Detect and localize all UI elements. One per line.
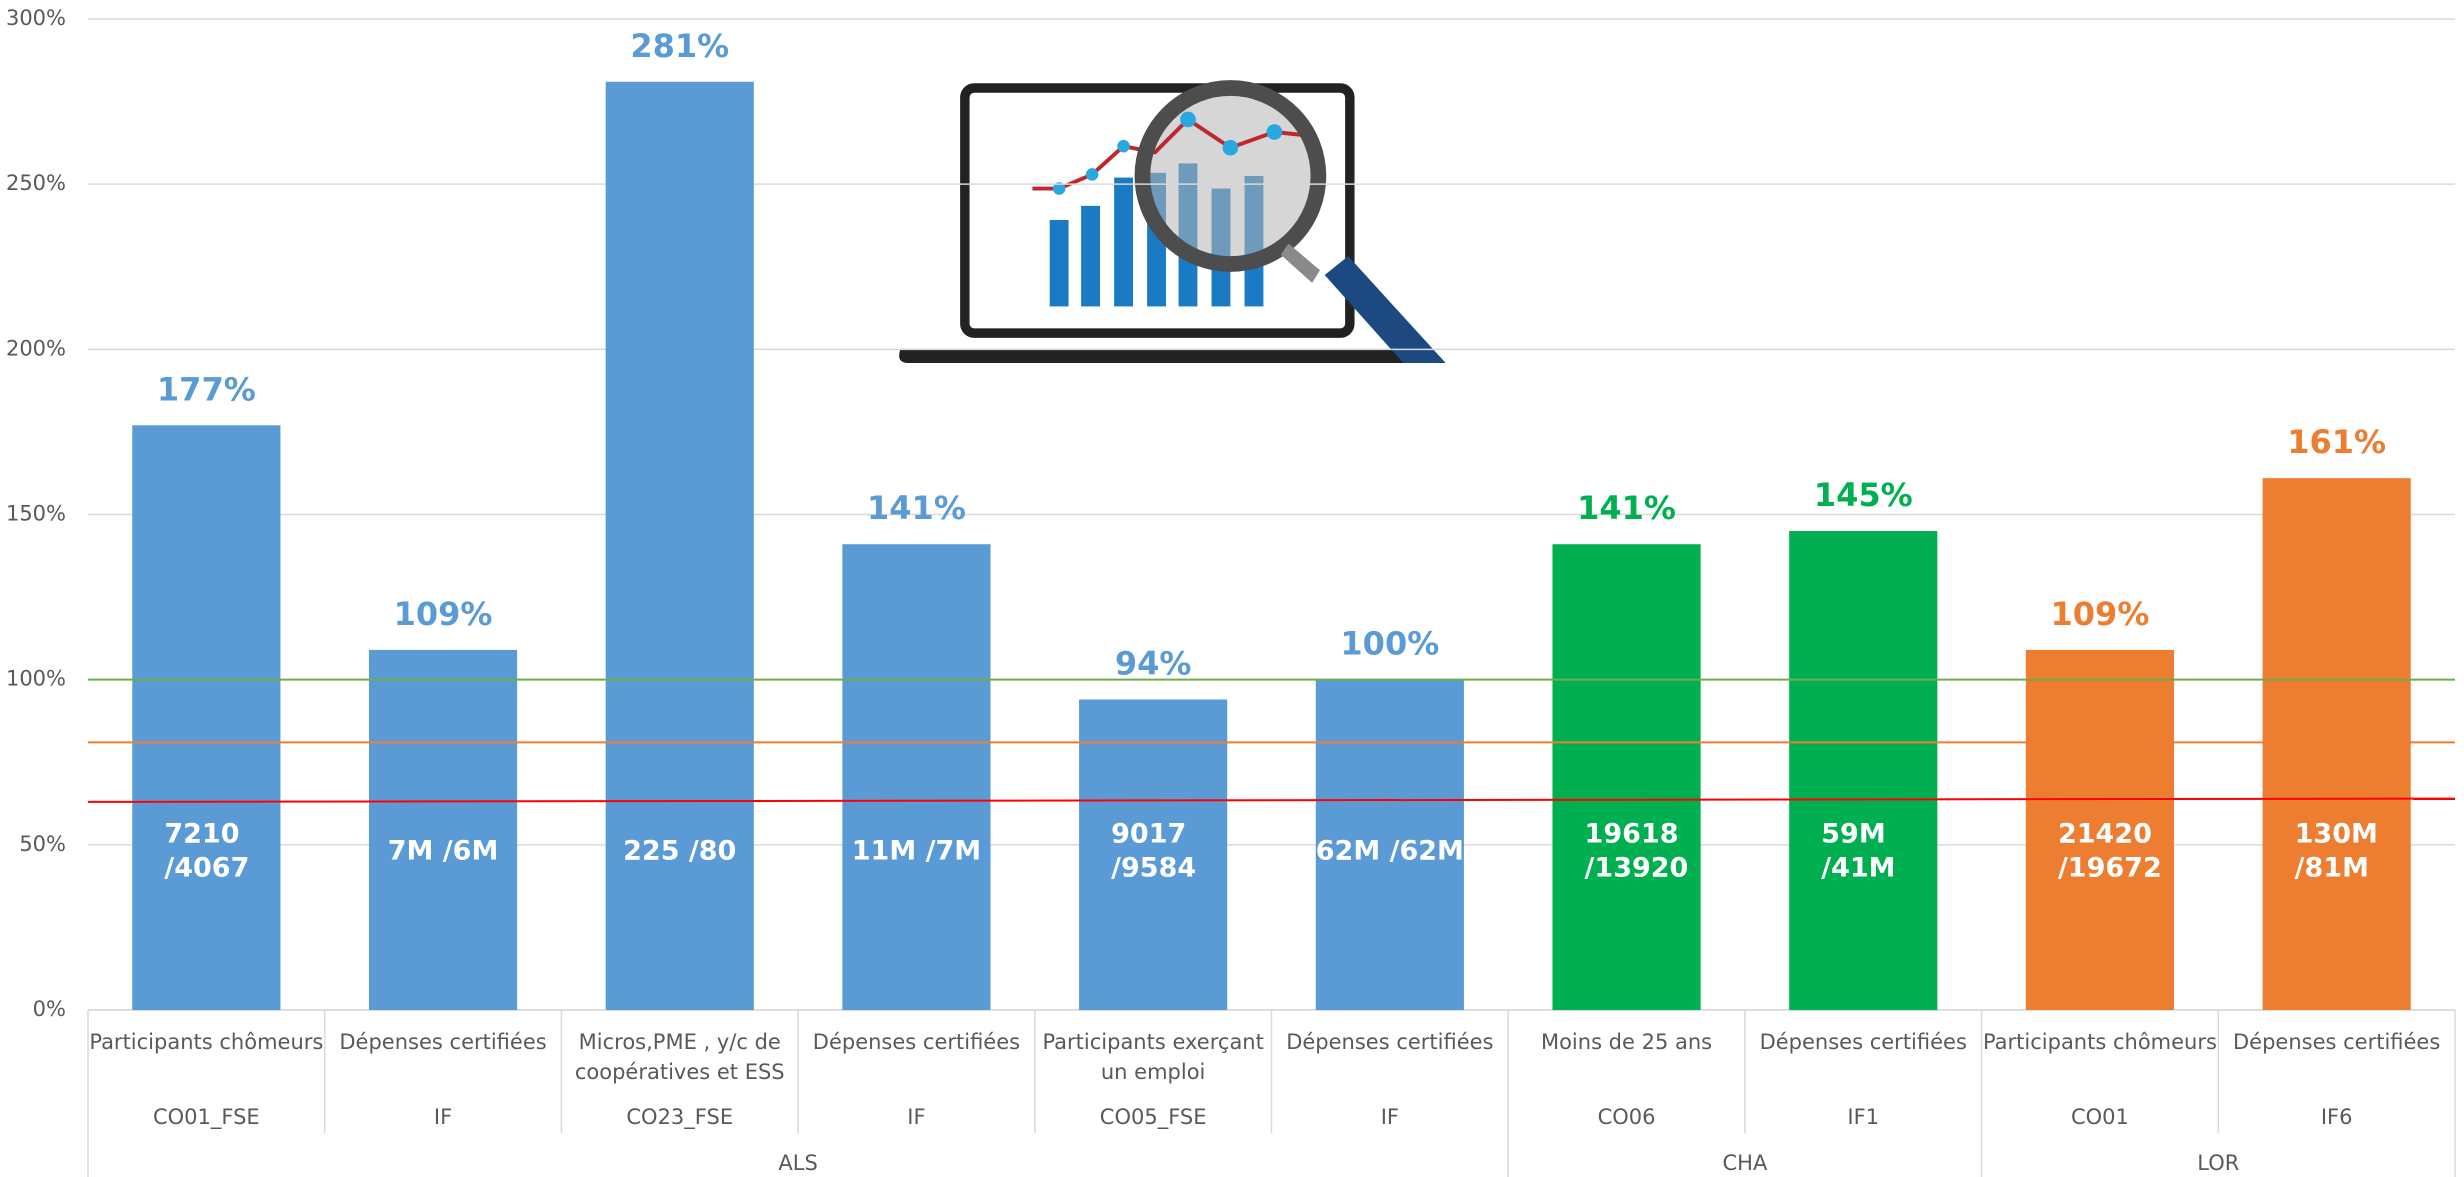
inner-label: 21420 <box>2058 819 2152 850</box>
y-tick-label: 50% <box>19 832 66 856</box>
bar <box>1552 544 1700 1010</box>
value-label: 141% <box>867 489 966 527</box>
x-tick-label: Dépenses certifiées <box>1286 1030 1493 1054</box>
category-code: CO01 <box>2071 1105 2129 1129</box>
inner-label: /41M <box>1821 853 1895 884</box>
inner-label: 225 /80 <box>623 836 736 867</box>
value-label: 177% <box>157 370 256 408</box>
value-label: 141% <box>1577 489 1676 527</box>
category-code: CO23_FSE <box>626 1105 733 1130</box>
laptop-icon <box>899 88 1446 363</box>
x-tick-label: Micros,PME , y/c de <box>579 1030 781 1054</box>
chart: 0% 50% 100% 150% 200% 250% 300% 177% 7210/4067 Pa… <box>0 0 2464 1177</box>
category-code: IF <box>907 1105 925 1129</box>
category-code: CO01_FSE <box>153 1105 260 1130</box>
inner-label: /81M <box>2295 853 2369 884</box>
category-code: IF <box>434 1105 452 1129</box>
value-label: 109% <box>2051 595 2150 633</box>
category-code: CO06 <box>1598 1105 1656 1129</box>
group-label: LOR <box>2197 1151 2239 1175</box>
value-label: 145% <box>1814 476 1913 514</box>
page: 0% 50% 100% 150% 200% 250% 300% 177% 7210/4067 Pa… <box>0 0 2464 1177</box>
bar <box>1789 531 1937 1010</box>
x-tick-label: Dépenses certifiées <box>1760 1030 1967 1054</box>
inner-label: 19618 <box>1585 819 1679 850</box>
inner-label: 7210 <box>164 819 239 850</box>
inner-label: 130M <box>2295 819 2378 850</box>
bar <box>132 425 280 1010</box>
x-tick-label: Dépenses certifiées <box>2233 1030 2440 1054</box>
value-label: 94% <box>1115 644 1192 682</box>
inner-label: /13920 <box>1585 853 1689 884</box>
category-code: IF1 <box>1847 1105 1879 1129</box>
inner-label: /9584 <box>1111 853 1196 884</box>
y-tick-label: 200% <box>6 336 66 360</box>
x-tick-label: un emploi <box>1101 1060 1206 1084</box>
category-code: CO05_FSE <box>1100 1105 1207 1130</box>
x-tick-label: coopératives et ESS <box>575 1060 785 1084</box>
x-tick-label: Participants chômeurs <box>89 1030 323 1054</box>
inner-label: 11M /7M <box>852 836 981 867</box>
value-label: 100% <box>1340 625 1439 663</box>
x-tick-label: Participants chômeurs <box>1983 1030 2217 1054</box>
x-tick-label: Dépenses certifiées <box>813 1030 1020 1054</box>
inner-label: /4067 <box>164 853 249 884</box>
y-tick-label: 150% <box>6 502 66 526</box>
x-tick-label: Participants exerçant <box>1042 1030 1263 1054</box>
value-label: 161% <box>2287 423 2386 461</box>
bar <box>369 650 517 1010</box>
inner-label: 7M /6M <box>388 836 499 867</box>
x-tick-label: Moins de 25 ans <box>1541 1030 1712 1054</box>
group-label: CHA <box>1722 1151 1767 1175</box>
bar <box>606 82 754 1010</box>
inner-label: 62M /62M <box>1316 836 1464 867</box>
category-code: IF6 <box>2321 1105 2353 1129</box>
value-label: 109% <box>394 595 493 633</box>
value-label: 281% <box>630 27 729 65</box>
x-tick-label: Dépenses certifiées <box>339 1030 546 1054</box>
bar <box>2263 478 2411 1010</box>
y-tick-label: 100% <box>6 667 66 691</box>
group-label: ALS <box>778 1151 817 1175</box>
inner-label: 59M <box>1821 819 1885 850</box>
y-tick-label: 250% <box>6 171 66 195</box>
inner-label: /19672 <box>2058 853 2162 884</box>
inner-label: 9017 <box>1111 819 1186 850</box>
category-code: IF <box>1381 1105 1399 1129</box>
bar <box>842 544 990 1010</box>
y-tick-label: 300% <box>6 6 66 30</box>
y-tick-label: 0% <box>33 997 66 1021</box>
